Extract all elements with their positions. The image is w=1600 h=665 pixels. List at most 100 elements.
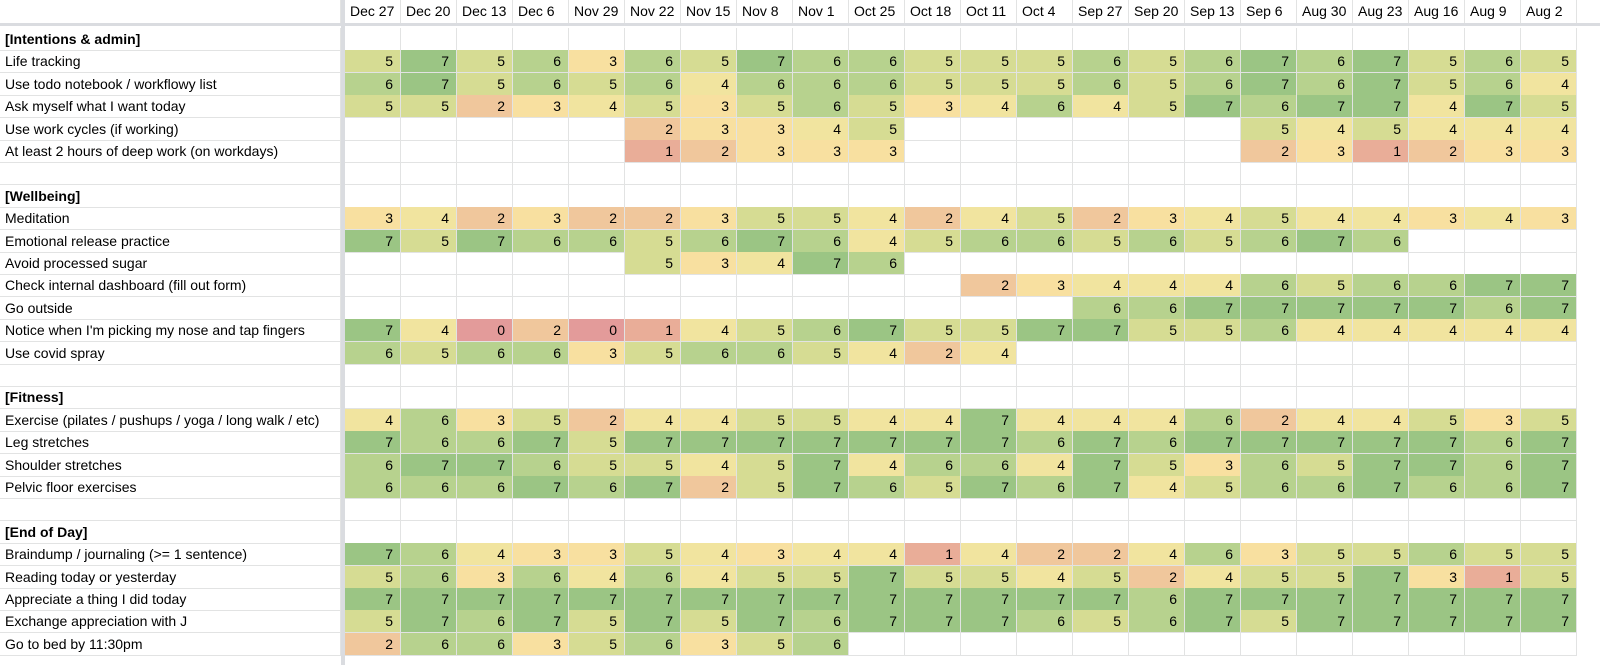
empty-cell[interactable] bbox=[1017, 252, 1073, 275]
empty-cell[interactable] bbox=[1241, 498, 1297, 522]
empty-cell[interactable] bbox=[1129, 632, 1185, 656]
score-cell[interactable]: 6 bbox=[345, 476, 401, 499]
score-cell[interactable]: 5 bbox=[1241, 207, 1297, 231]
date-header[interactable]: Aug 23 bbox=[1353, 0, 1409, 25]
score-cell[interactable]: 6 bbox=[513, 72, 569, 96]
score-cell[interactable]: 5 bbox=[1241, 117, 1297, 141]
empty-cell[interactable] bbox=[345, 296, 401, 320]
score-cell[interactable]: 7 bbox=[1017, 319, 1073, 343]
score-cell[interactable]: 5 bbox=[1297, 453, 1353, 477]
score-cell[interactable]: 7 bbox=[625, 588, 681, 611]
score-cell[interactable]: 6 bbox=[1465, 453, 1521, 477]
score-cell[interactable]: 7 bbox=[1017, 588, 1073, 611]
score-cell[interactable]: 6 bbox=[1241, 95, 1297, 119]
score-cell[interactable]: 4 bbox=[1073, 95, 1129, 119]
score-cell[interactable]: 6 bbox=[625, 632, 681, 656]
empty-cell[interactable] bbox=[1521, 520, 1577, 544]
score-cell[interactable]: 3 bbox=[569, 50, 625, 74]
score-cell[interactable]: 2 bbox=[1017, 543, 1073, 567]
score-cell[interactable]: 5 bbox=[1129, 319, 1185, 343]
date-header[interactable]: Nov 1 bbox=[793, 0, 849, 25]
score-cell[interactable]: 4 bbox=[1129, 274, 1185, 298]
score-cell[interactable]: 7 bbox=[1241, 588, 1297, 611]
score-cell[interactable]: 3 bbox=[513, 543, 569, 567]
date-header[interactable]: Oct 11 bbox=[961, 0, 1017, 25]
score-cell[interactable]: 6 bbox=[513, 50, 569, 74]
score-cell[interactable]: 5 bbox=[1297, 274, 1353, 298]
score-cell[interactable]: 5 bbox=[961, 72, 1017, 96]
empty-cell[interactable] bbox=[1073, 632, 1129, 656]
score-cell[interactable]: 6 bbox=[1017, 476, 1073, 499]
score-cell[interactable]: 4 bbox=[1129, 543, 1185, 567]
date-header[interactable]: Nov 29 bbox=[569, 0, 625, 25]
section-heading[interactable]: [Fitness] bbox=[0, 386, 341, 410]
score-cell[interactable]: 3 bbox=[513, 632, 569, 656]
score-cell[interactable]: 3 bbox=[1521, 140, 1577, 163]
empty-cell[interactable] bbox=[905, 28, 961, 51]
empty-cell[interactable] bbox=[401, 28, 457, 51]
score-cell[interactable]: 6 bbox=[1129, 588, 1185, 611]
score-cell[interactable]: 5 bbox=[345, 95, 401, 119]
score-cell[interactable]: 5 bbox=[625, 95, 681, 119]
score-cell[interactable]: 4 bbox=[737, 252, 793, 275]
empty-cell[interactable] bbox=[793, 386, 849, 410]
empty-cell[interactable] bbox=[1129, 386, 1185, 410]
score-cell[interactable]: 6 bbox=[345, 453, 401, 477]
score-cell[interactable]: 5 bbox=[905, 229, 961, 253]
empty-cell[interactable] bbox=[569, 252, 625, 275]
score-cell[interactable]: 6 bbox=[401, 632, 457, 656]
score-cell[interactable]: 5 bbox=[1017, 207, 1073, 231]
score-cell[interactable]: 5 bbox=[737, 632, 793, 656]
score-cell[interactable]: 6 bbox=[345, 72, 401, 96]
score-cell[interactable]: 5 bbox=[1521, 565, 1577, 589]
empty-cell[interactable] bbox=[1073, 341, 1129, 365]
score-cell[interactable]: 5 bbox=[457, 72, 513, 96]
empty-cell[interactable] bbox=[401, 520, 457, 544]
score-cell[interactable]: 6 bbox=[793, 632, 849, 656]
score-cell[interactable]: 4 bbox=[681, 319, 737, 343]
empty-cell[interactable] bbox=[625, 386, 681, 410]
score-cell[interactable]: 4 bbox=[849, 543, 905, 567]
score-cell[interactable]: 6 bbox=[1241, 274, 1297, 298]
score-cell[interactable]: 1 bbox=[625, 140, 681, 163]
frozen-row-divider[interactable] bbox=[0, 23, 1600, 26]
empty-cell[interactable] bbox=[1465, 184, 1521, 208]
score-cell[interactable]: 4 bbox=[1353, 319, 1409, 343]
score-cell[interactable]: 4 bbox=[569, 95, 625, 119]
score-cell[interactable]: 7 bbox=[1353, 50, 1409, 74]
empty-cell[interactable] bbox=[1353, 520, 1409, 544]
score-cell[interactable]: 5 bbox=[625, 229, 681, 253]
score-cell[interactable]: 7 bbox=[569, 588, 625, 611]
score-cell[interactable]: 7 bbox=[1465, 274, 1521, 298]
score-cell[interactable]: 7 bbox=[737, 431, 793, 455]
empty-cell[interactable] bbox=[457, 520, 513, 544]
score-cell[interactable]: 5 bbox=[1353, 117, 1409, 141]
score-cell[interactable]: 5 bbox=[1241, 610, 1297, 634]
empty-cell[interactable] bbox=[1185, 386, 1241, 410]
empty-cell[interactable] bbox=[1409, 229, 1465, 253]
empty-cell[interactable] bbox=[1241, 341, 1297, 365]
score-cell[interactable]: 7 bbox=[1521, 453, 1577, 477]
empty-cell[interactable] bbox=[345, 520, 401, 544]
score-cell[interactable]: 2 bbox=[1409, 140, 1465, 163]
score-cell[interactable]: 5 bbox=[905, 319, 961, 343]
score-cell[interactable]: 5 bbox=[401, 229, 457, 253]
score-cell[interactable]: 6 bbox=[1185, 72, 1241, 96]
score-cell[interactable]: 5 bbox=[1521, 95, 1577, 119]
score-cell[interactable]: 3 bbox=[1409, 207, 1465, 231]
score-cell[interactable]: 5 bbox=[401, 341, 457, 365]
habit-label[interactable]: Notice when I'm picking my nose and tap … bbox=[0, 319, 341, 343]
empty-cell[interactable] bbox=[1017, 498, 1073, 522]
empty-cell[interactable] bbox=[401, 252, 457, 275]
score-cell[interactable]: 6 bbox=[1017, 229, 1073, 253]
empty-cell[interactable] bbox=[1129, 498, 1185, 522]
score-cell[interactable]: 5 bbox=[793, 565, 849, 589]
empty-cell[interactable] bbox=[1521, 364, 1577, 387]
empty-cell[interactable] bbox=[681, 520, 737, 544]
empty-cell[interactable] bbox=[569, 117, 625, 141]
empty-cell[interactable] bbox=[849, 520, 905, 544]
empty-cell[interactable] bbox=[737, 162, 793, 186]
empty-cell[interactable] bbox=[1129, 162, 1185, 186]
score-cell[interactable]: 6 bbox=[513, 565, 569, 589]
score-cell[interactable]: 4 bbox=[793, 543, 849, 567]
